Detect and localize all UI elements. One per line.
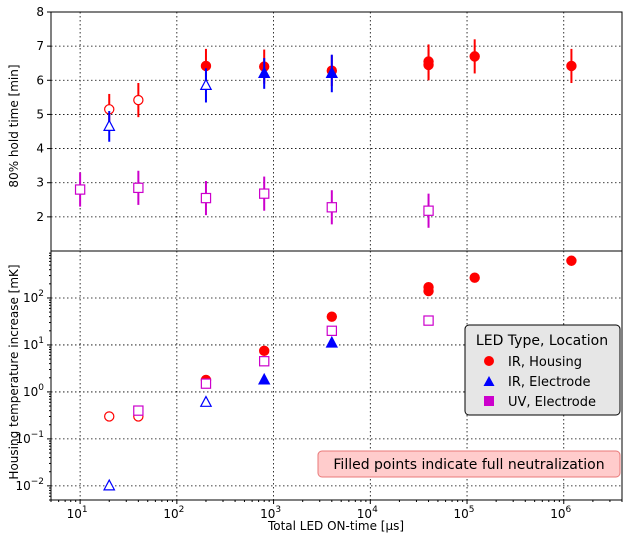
point-bottom-uv-electrode: [326, 325, 338, 337]
bottom-y-axis-label: Housing temperature increase [mK]: [7, 264, 21, 479]
point-top-uv-electrode: [259, 188, 270, 199]
bottom-data-points: [103, 255, 577, 491]
point-bottom-ir-electrode: [258, 372, 271, 385]
top-y-axis-label: 80% hold time [min]: [7, 64, 21, 187]
legend-title: LED Type, Location: [476, 333, 608, 349]
top-y-tick-label: 5: [36, 107, 44, 121]
legend-box: [464, 324, 621, 416]
point-top-ir-electrode: [258, 66, 271, 79]
top-y-tick-label: 3: [36, 176, 44, 190]
point-top-ir-electrode: [325, 66, 339, 79]
bottom-y-tick-label: 100: [23, 383, 44, 399]
x-tick-label: 101: [67, 505, 88, 521]
top-y-tick-label: 2: [36, 210, 44, 224]
bottom-panel: 10−2 10−1 100 101 102 101 102 103 104 105 106 Tot…: [7, 250, 623, 533]
x-tick-label: 106: [550, 505, 571, 521]
bottom-y-tick-label: 10−2: [15, 477, 44, 493]
point-bottom-uv-electrode: [200, 378, 212, 389]
point-top-ir-housing: [469, 51, 480, 62]
annotation-box: [317, 450, 621, 478]
point-bottom-ir-electrode: [199, 395, 213, 407]
legend-marker-ir-electrode: [483, 376, 495, 386]
point-top-ir-housing: [133, 94, 144, 106]
point-bottom-ir-housing: [104, 411, 115, 422]
point-top-ir-electrode: [199, 78, 213, 91]
legend: LED Type, Location IR, Housing IR, Elect…: [464, 324, 621, 416]
top-panel: 2 3 4 5 6 7 8 80% hold time [min]: [7, 5, 623, 252]
annotation: Filled points indicate full neutralizati…: [317, 450, 621, 478]
bottom-plot-frame: [50, 250, 623, 501]
legend-label-ir-electrode: IR, Electrode: [508, 375, 590, 390]
point-top-uv-electrode: [200, 192, 212, 204]
top-y-tick-label: 8: [36, 5, 44, 19]
x-axis-label: Total LED ON-time [μs]: [267, 519, 404, 533]
x-tick-label: 103: [260, 505, 281, 521]
point-top-uv-electrode: [133, 182, 144, 194]
top-y-tick-label: 4: [36, 142, 44, 156]
point-top-ir-electrode: [103, 119, 116, 131]
legend-marker-ir-housing: [484, 356, 494, 366]
top-data-points: [74, 39, 577, 228]
legend-label-uv-electrode: UV, Electrode: [508, 395, 596, 410]
point-bottom-ir-housing: [326, 311, 338, 322]
bottom-y-tick-label: 10−1: [15, 430, 44, 446]
legend-marker-uv-electrode: [484, 396, 494, 406]
point-bottom-ir-housing: [566, 255, 577, 266]
point-bottom-ir-electrode: [103, 478, 116, 491]
legend-label-ir-housing: IR, Housing: [508, 355, 582, 370]
top-y-tick-label: 6: [36, 73, 44, 87]
x-tick-label: 104: [357, 505, 378, 521]
x-tick-label: 105: [454, 505, 475, 521]
bottom-y-tick-label: 101: [23, 336, 44, 352]
point-top-uv-electrode: [74, 184, 86, 195]
point-bottom-ir-housing: [259, 345, 270, 357]
point-bottom-ir-housing: [469, 272, 480, 283]
top-y-ticks: 2 3 4 5 6 7 8: [36, 5, 51, 224]
point-bottom-ir-electrode: [325, 335, 339, 348]
point-bottom-uv-electrode: [259, 356, 270, 367]
bottom-y-ticks: 10−2 10−1 100 101 102: [15, 252, 51, 501]
top-y-tick-label: 7: [36, 39, 44, 53]
point-top-uv-electrode: [423, 205, 434, 216]
x-ticks: 101 102 103 104 105 106: [50, 500, 623, 521]
point-bottom-uv-electrode: [133, 405, 144, 416]
point-bottom-ir-housing: [423, 281, 434, 293]
bottom-y-tick-label: 102: [23, 289, 44, 305]
x-tick-label: 102: [163, 505, 184, 521]
annotation-text: Filled points indicate full neutralizati…: [333, 457, 604, 473]
point-top-ir-housing: [423, 59, 434, 71]
point-top-uv-electrode: [326, 202, 338, 213]
point-bottom-uv-electrode: [423, 315, 434, 326]
point-top-ir-housing: [566, 60, 577, 72]
